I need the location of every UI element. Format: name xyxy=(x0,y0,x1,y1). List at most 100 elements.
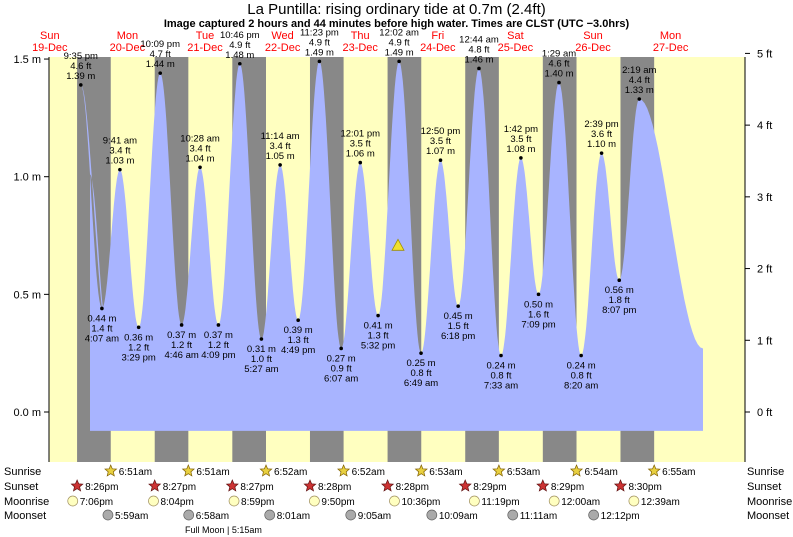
star-icon xyxy=(70,479,84,492)
moonrise-time: 8:59pm xyxy=(241,497,274,508)
star-icon xyxy=(381,479,395,492)
high-tide-label: 9:35 pm xyxy=(64,51,98,62)
extreme-point xyxy=(557,80,561,85)
sunrise-time: 6:51am xyxy=(196,467,229,478)
high-tide-label: 4.9 ft xyxy=(309,37,330,48)
low-tide-label: 1.5 ft xyxy=(448,321,469,332)
low-tide-label: 1.2 ft xyxy=(128,342,149,353)
high-tide-label: 10:46 pm xyxy=(220,30,260,41)
low-tide-label: 1.2 ft xyxy=(208,340,229,351)
current-tide-marker xyxy=(391,238,405,251)
sunrise-time: 6:54am xyxy=(585,467,618,478)
high-tide-label: 1.06 m xyxy=(346,149,375,160)
star-icon xyxy=(303,479,317,492)
extreme-point xyxy=(136,325,141,330)
low-tide-label: 4:09 pm xyxy=(201,350,235,361)
high-tide-label: 9:41 am xyxy=(103,136,137,147)
sunset-time: 8:27pm xyxy=(240,482,273,493)
y-tick-label-ft: 4 ft xyxy=(757,120,772,132)
y-tick-label-ft: 3 ft xyxy=(757,192,772,204)
sunset-time: 8:29pm xyxy=(551,482,584,493)
high-tide-label: 4.9 ft xyxy=(229,40,250,51)
low-tide-label: 0.25 m xyxy=(407,358,436,369)
day-weekday: Thu xyxy=(351,30,370,42)
row-label-right: Sunrise xyxy=(747,466,784,478)
low-tide-label: 0.56 m xyxy=(605,285,634,296)
extreme-point xyxy=(419,351,423,355)
low-tide-label: 0.36 m xyxy=(124,332,153,343)
extreme-point xyxy=(100,306,104,311)
y-tick-label-ft: 1 ft xyxy=(757,335,772,347)
moonset-icon xyxy=(345,509,357,521)
high-tide-label: 1.03 m xyxy=(105,156,134,167)
day-date: 26-Dec xyxy=(575,42,611,54)
high-tide-label: 2:19 am xyxy=(622,65,656,76)
extreme-point xyxy=(179,323,184,327)
high-tide-label: 4.8 ft xyxy=(468,44,489,55)
star-icon xyxy=(148,479,162,492)
high-tide-label: 10:28 am xyxy=(180,133,220,144)
low-tide-label: 6:49 am xyxy=(404,378,438,389)
row-label-right: Moonset xyxy=(747,510,789,522)
tide-curve xyxy=(80,61,704,431)
high-tide-label: 2:39 pm xyxy=(584,119,618,130)
day-date: 22-Dec xyxy=(265,42,301,54)
day-date: 23-Dec xyxy=(342,42,378,54)
moonrise-icon xyxy=(389,495,400,507)
moonrise-time: 11:19pm xyxy=(481,497,519,508)
extreme-point xyxy=(358,160,363,165)
low-tide-label: 1.3 ft xyxy=(288,335,309,346)
high-tide-label: 3.6 ft xyxy=(591,129,612,140)
row-label-right: Moonrise xyxy=(747,496,792,508)
extreme-point xyxy=(118,167,122,172)
low-tide-label: 0.24 m xyxy=(567,361,596,372)
low-tide-label: 5:27 am xyxy=(244,364,278,375)
high-tide-label: 1.46 m xyxy=(464,54,493,65)
row-label-left: Moonset xyxy=(4,510,46,522)
day-date: 25-Dec xyxy=(498,42,534,54)
row-label-left: Sunset xyxy=(4,481,38,493)
tide-area xyxy=(80,61,704,431)
high-tide-label: 11:14 am xyxy=(261,131,300,142)
high-tide-label: 1.10 m xyxy=(587,139,616,150)
high-tide-label: 12:01 pm xyxy=(340,129,380,140)
moonrise-time: 12:00am xyxy=(561,497,600,508)
extreme-point xyxy=(536,292,541,297)
extreme-point xyxy=(397,59,401,64)
extreme-point xyxy=(216,323,221,327)
row-label-right: Sunset xyxy=(747,481,781,493)
moonset-time: 8:01am xyxy=(277,511,310,522)
high-tide-label: 1.07 m xyxy=(426,146,455,157)
high-tide-label: 4.6 ft xyxy=(548,59,569,70)
low-tide-label: 8:07 pm xyxy=(602,305,636,316)
y-tick-label-m: 0.5 m xyxy=(13,289,41,301)
day-weekday: Sun xyxy=(583,30,603,42)
high-tide-label: 1.05 m xyxy=(266,151,295,162)
day-date: 27-Dec xyxy=(653,42,689,54)
y-tick-label-m: 0.0 m xyxy=(13,407,41,419)
low-tide-label: 0.39 m xyxy=(284,325,313,336)
low-tide-label: 4:07 am xyxy=(85,333,119,344)
moonrise-time: 7:06pm xyxy=(80,497,113,508)
extreme-point xyxy=(499,353,503,358)
axes: 0.0 m 0.5 m 1.0 m 1.5 m 0 ft 1 ft 2 ft 3 ft 4 ft… xyxy=(13,48,772,462)
star-icon xyxy=(225,479,239,492)
moonset-time: 11:11am xyxy=(520,511,557,522)
sun-moon-rows: Sunrise Sunrise Sunset Sunset Moonrise Moonri… xyxy=(4,464,792,535)
sunrise-time: 6:53am xyxy=(507,467,540,478)
low-tide-label: 0.44 m xyxy=(87,313,116,324)
low-tide-label: 0.50 m xyxy=(524,299,553,310)
moonrise-icon xyxy=(228,495,240,507)
day-weekday: Mon xyxy=(660,30,681,42)
extreme-point xyxy=(599,151,604,155)
extreme-point xyxy=(438,158,443,163)
extreme-point xyxy=(259,337,264,341)
low-tide-label: 1.6 ft xyxy=(528,309,549,320)
star-icon xyxy=(458,479,472,492)
moonset-time: 9:05am xyxy=(358,511,391,522)
low-tide-label: 1.3 ft xyxy=(368,331,389,342)
star-icon xyxy=(613,479,628,492)
high-tide-label: 3.4 ft xyxy=(109,146,130,157)
low-tide-label: 0.27 m xyxy=(327,353,356,364)
extreme-point xyxy=(617,278,622,283)
